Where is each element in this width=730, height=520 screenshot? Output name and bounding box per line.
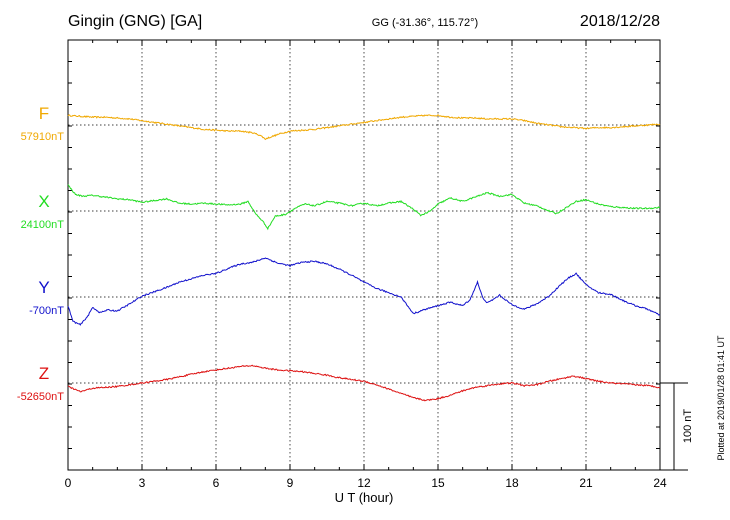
series-line-x <box>67 184 661 231</box>
x-tick-label: 3 <box>139 476 146 490</box>
series-name-x: X <box>38 192 49 211</box>
station-title: Gingin (GNG) [GA] <box>68 13 202 30</box>
x-tick-label: 21 <box>579 476 593 490</box>
x-tick-label: 18 <box>505 476 519 490</box>
x-tick-label: 0 <box>65 476 72 490</box>
series-line-y <box>67 257 661 326</box>
series-name-y: Y <box>38 278 49 297</box>
series-baseline-f: 57910nT <box>21 131 65 143</box>
series-line-z <box>67 364 661 402</box>
series-baseline-y: -700nT <box>29 305 64 317</box>
scale-bar: 100 nT <box>660 382 694 471</box>
record-date: 2018/12/28 <box>580 13 660 30</box>
x-tick-label: 15 <box>431 476 445 490</box>
x-tick-label: 12 <box>357 476 371 490</box>
axis-ticks <box>67 39 661 471</box>
scale-bar-label: 100 nT <box>682 409 694 444</box>
grid <box>141 40 587 470</box>
series-labels: F 57910nT X 24100nT Y -700nT Z -52650nT <box>17 104 64 403</box>
series-lines <box>67 114 661 402</box>
x-tick-label: 9 <box>287 476 294 490</box>
series-name-f: F <box>39 104 49 123</box>
plotted-timestamp: Plotted at 2019/01/28 01:41 UT <box>716 335 726 461</box>
series-baseline-z: -52650nT <box>17 391 64 403</box>
x-axis-label: U T (hour) <box>335 490 394 505</box>
x-tick-label: 6 <box>213 476 220 490</box>
station-coordinates: GG (-31.36°, 115.72°) <box>372 17 478 29</box>
x-tick-labels: 0 3 6 9 12 15 18 21 24 <box>65 476 667 490</box>
x-tick-label: 24 <box>653 476 667 490</box>
series-line-f <box>67 114 661 141</box>
series-name-z: Z <box>39 364 49 383</box>
series-baseline-x: 24100nT <box>21 219 65 231</box>
